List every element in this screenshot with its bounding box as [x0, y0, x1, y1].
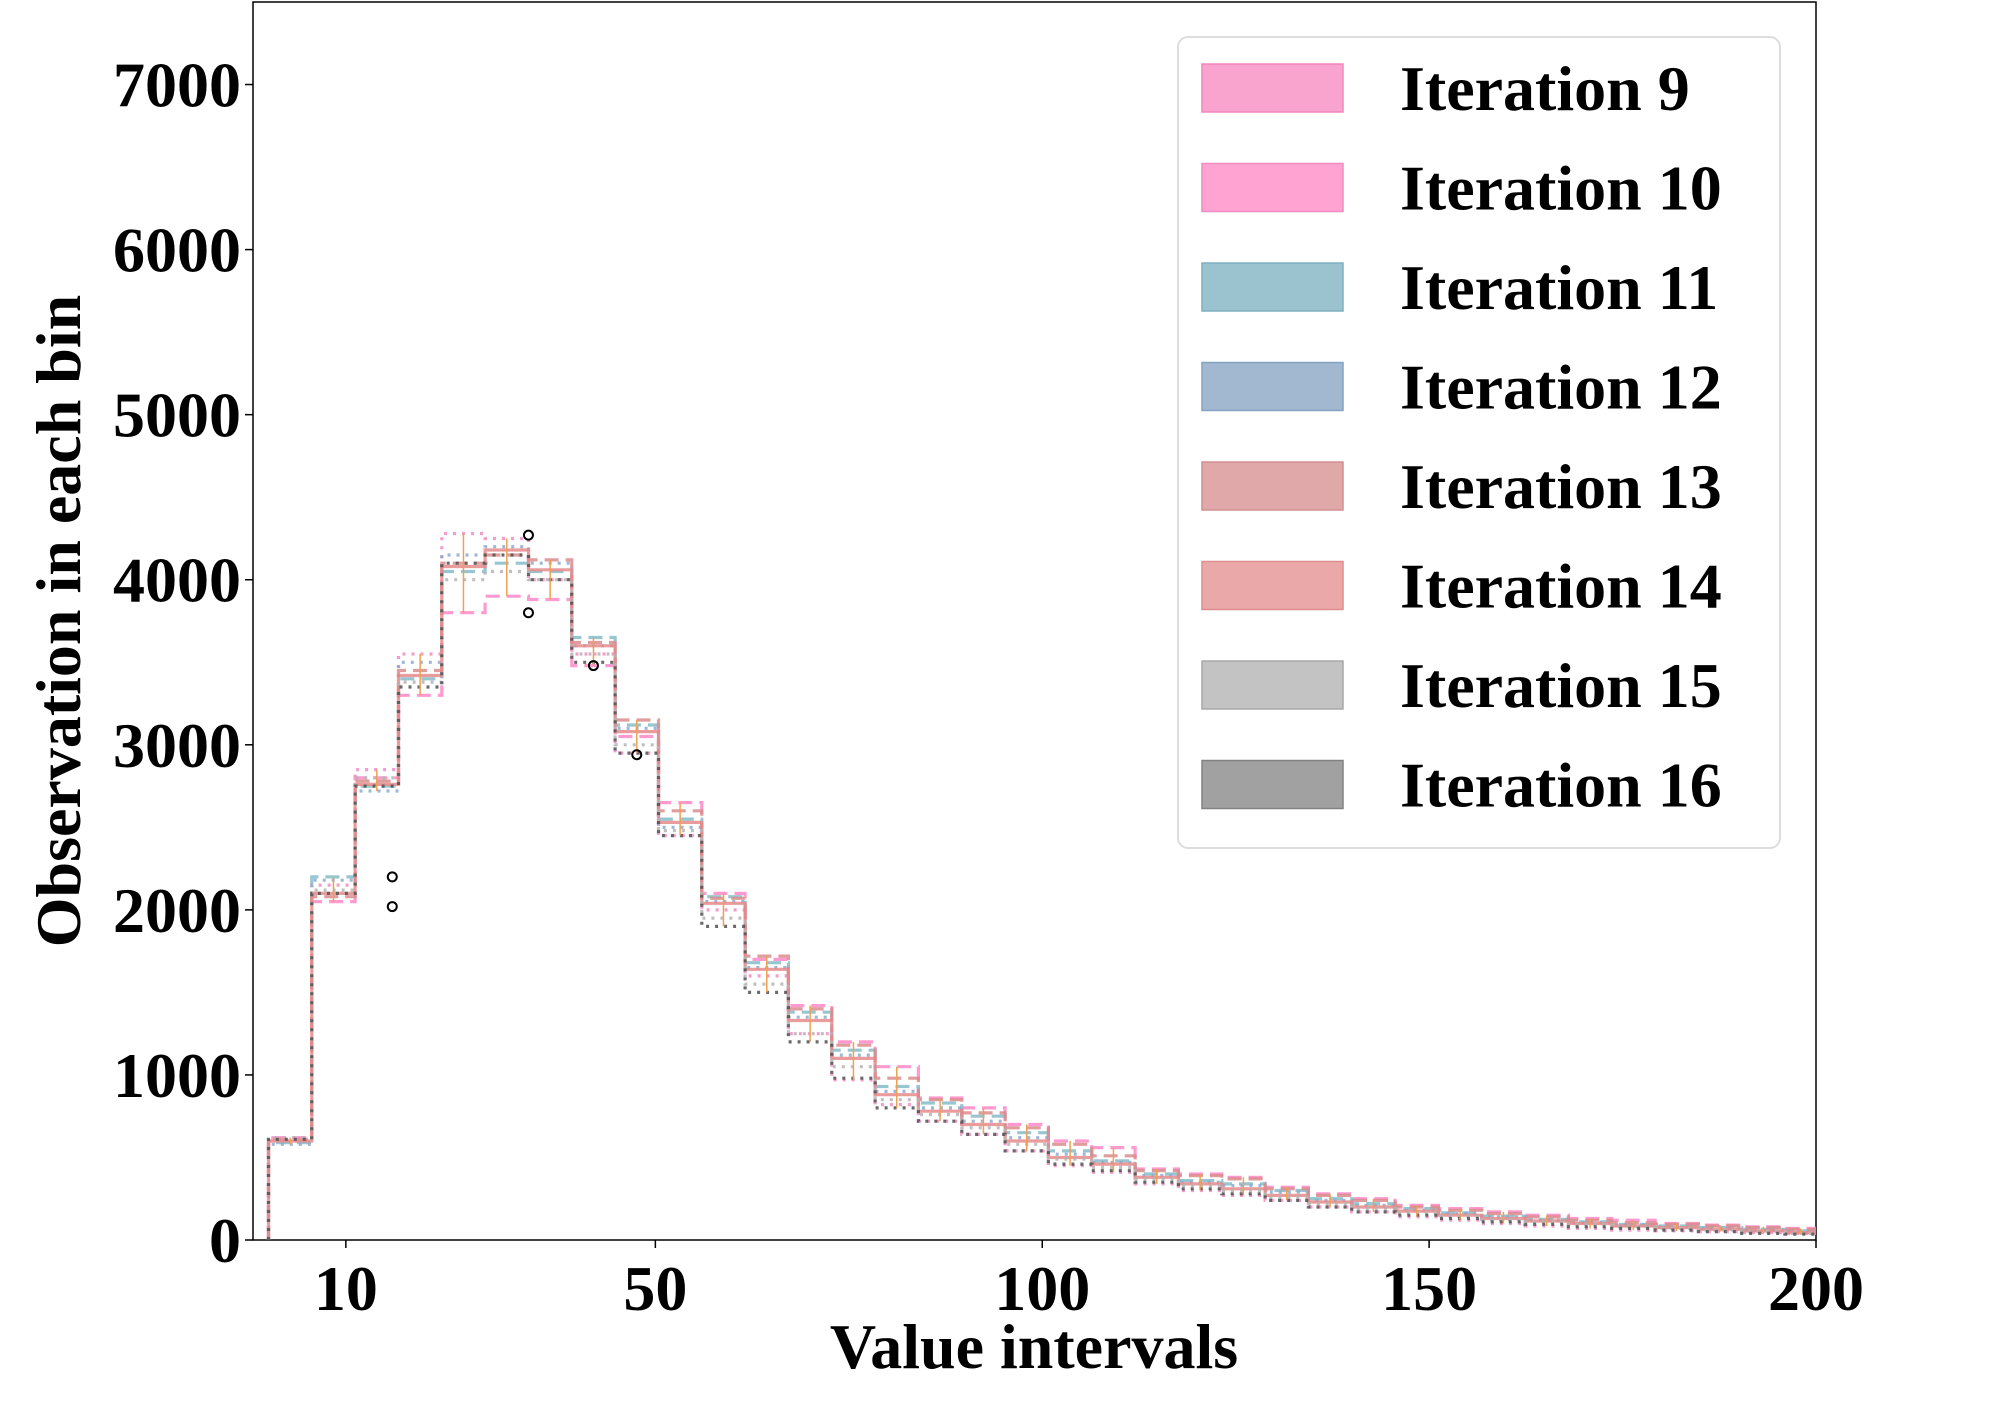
x-tick-label: 150 — [1381, 1253, 1477, 1324]
legend-swatch — [1201, 461, 1344, 511]
outlier-marker — [386, 871, 398, 883]
legend-swatch — [1201, 262, 1344, 312]
outlier-marker — [631, 749, 643, 761]
legend-label: Iteration 12 — [1400, 352, 1722, 423]
legend-entry-iteration-9: Iteration 9 — [1201, 53, 1690, 124]
legend-swatch — [1201, 759, 1344, 810]
x-tick-label: 50 — [623, 1253, 687, 1324]
legend-swatch — [1201, 660, 1344, 710]
legend-swatch — [1201, 361, 1344, 412]
outlier-marker — [522, 607, 534, 619]
legend-swatch — [1201, 162, 1344, 213]
legend-entry-iteration-11: Iteration 11 — [1201, 252, 1718, 323]
y-tick-label: 4000 — [113, 545, 241, 616]
x-axis-label: Value intervals — [830, 1311, 1238, 1382]
y-tick-label: 5000 — [113, 380, 241, 451]
outlier-marker — [587, 660, 599, 672]
legend-label: Iteration 13 — [1400, 451, 1722, 522]
series-line-iteration-15 — [266, 569, 1816, 1240]
x-tick-label: 200 — [1768, 1253, 1864, 1324]
x-tick-label: 10 — [314, 1253, 378, 1324]
legend-entry-iteration-15: Iteration 15 — [1201, 650, 1722, 721]
legend-swatch — [1201, 63, 1344, 113]
y-tick-label: 1000 — [113, 1040, 241, 1111]
legend-label: Iteration 15 — [1400, 650, 1722, 721]
legend-label: Iteration 11 — [1400, 252, 1718, 323]
series-line-iteration-10 — [266, 594, 1816, 1240]
y-tick-label: 7000 — [113, 50, 241, 121]
axis-layer: 0 1000 2000 3000 4000 5000 6000 7000 10 50 100 150 2… — [113, 50, 1864, 1324]
x-tick-label: 100 — [994, 1253, 1090, 1324]
legend-entry-iteration-16: Iteration 16 — [1201, 750, 1722, 821]
series-layer — [266, 531, 1816, 1240]
legend-frame — [1177, 36, 1781, 849]
y-tick-label: 3000 — [113, 710, 241, 781]
legend-entry-iteration-12: Iteration 12 — [1201, 352, 1722, 423]
legend: Iteration 9 Iteration 10 Iteration 11 Itera… — [1177, 36, 1781, 849]
legend-entry-iteration-13: Iteration 13 — [1201, 451, 1722, 522]
series-line-iteration-16 — [266, 553, 1816, 1240]
legend-label: Iteration 9 — [1400, 53, 1690, 124]
y-tick-label: 6000 — [113, 215, 241, 286]
outlier-marker — [522, 529, 534, 541]
legend-label: Iteration 16 — [1400, 750, 1722, 821]
legend-label: Iteration 10 — [1400, 153, 1722, 224]
outlier-marker — [386, 901, 398, 913]
y-axis-label: Observation in each bin — [23, 295, 94, 948]
legend-entry-iteration-14: Iteration 14 — [1201, 551, 1722, 622]
y-tick-label: 2000 — [113, 875, 241, 946]
legend-entry-iteration-10: Iteration 10 — [1201, 153, 1722, 224]
outlier-layer — [386, 529, 643, 913]
legend-label: Iteration 14 — [1400, 551, 1722, 622]
y-tick-label: 0 — [209, 1205, 241, 1276]
series-line-iteration-14 — [266, 548, 1816, 1240]
legend-swatch — [1201, 560, 1344, 611]
